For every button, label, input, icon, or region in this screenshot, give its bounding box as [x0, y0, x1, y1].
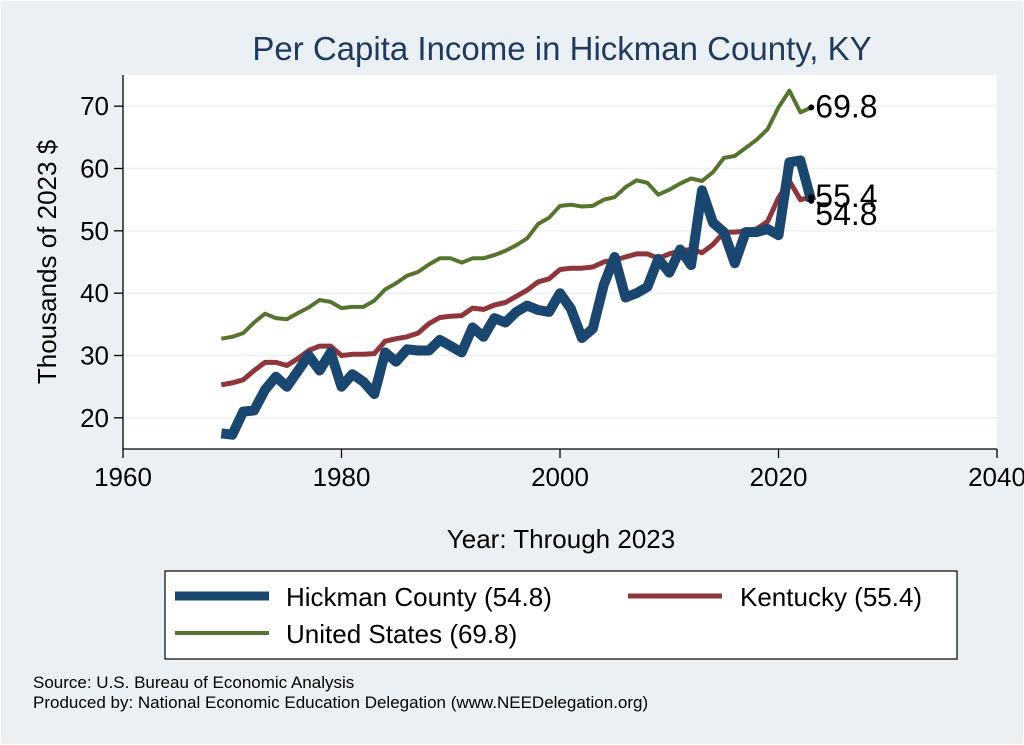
series-line-hickman-county	[220, 155, 817, 440]
legend-label-hickman-county: Hickman County (54.8)	[286, 582, 552, 612]
series-layer	[220, 88, 817, 440]
y-tick-label: 60	[80, 154, 109, 184]
y-tick-label: 40	[80, 278, 109, 308]
x-tick-label: 1960	[94, 462, 152, 492]
gridlines	[123, 105, 997, 419]
legend-label-kentucky: Kentucky (55.4)	[740, 582, 922, 612]
x-tick-label: 2020	[750, 462, 808, 492]
x-tick-label: 1980	[313, 462, 371, 492]
y-axis-title: Thousands of 2023 $	[32, 139, 62, 384]
end-point-kentucky	[808, 194, 815, 201]
end-value-label: 54.8	[815, 196, 877, 232]
end-value-label: 69.8	[815, 88, 877, 124]
x-tick-label: 2000	[531, 462, 589, 492]
producer-note: Produced by: National Economic Education…	[33, 693, 648, 712]
legend-label-united-states: United States (69.8)	[286, 619, 517, 649]
end-labels: 54.855.4 69.8	[808, 88, 878, 232]
series-line-united-states	[220, 88, 813, 341]
end-value-label: 55.4	[815, 178, 877, 214]
y-tick-label: 50	[80, 216, 109, 246]
source-note: Source: U.S. Bureau of Economic Analysis	[33, 673, 354, 692]
y-axis-ticks: 20 30 40 50 60 70	[80, 91, 123, 433]
x-axis-title: Year: Through 2023	[447, 524, 675, 554]
y-tick-label: 20	[80, 403, 109, 433]
y-tick-label: 30	[80, 341, 109, 371]
legend-box	[164, 570, 958, 660]
end-point-united-states	[808, 104, 815, 111]
plot-area	[123, 75, 997, 449]
x-tick-label: 2040	[968, 462, 1024, 492]
series-line-kentucky	[220, 178, 812, 388]
chart-title: Per Capita Income in Hickman County, KY	[252, 30, 871, 67]
x-axis-ticks: 1960 1980 2000 2020 2040	[94, 449, 1024, 492]
y-tick-label: 70	[80, 91, 109, 121]
